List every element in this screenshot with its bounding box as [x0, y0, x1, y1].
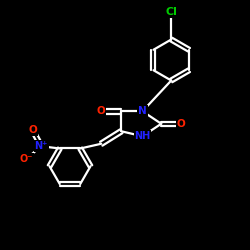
Text: N⁺: N⁺: [34, 141, 48, 151]
Text: N: N: [138, 106, 147, 116]
Text: O⁻: O⁻: [20, 154, 33, 164]
Text: Cl: Cl: [165, 7, 177, 17]
Text: O: O: [97, 106, 106, 116]
Text: O: O: [28, 125, 37, 135]
Text: NH: NH: [134, 131, 150, 141]
Text: O: O: [177, 119, 186, 129]
